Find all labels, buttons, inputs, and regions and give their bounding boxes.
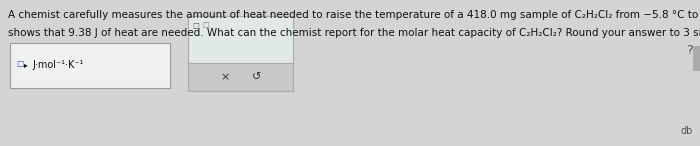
- Text: ×: ×: [220, 72, 230, 82]
- Bar: [10, 43, 170, 88]
- Bar: [188, 16, 293, 63]
- Text: A chemist carefully measures the amount of heat needed to raise the temperature : A chemist carefully measures the amount …: [8, 10, 700, 20]
- Text: db: db: [680, 126, 693, 136]
- Text: ☐: ☐: [192, 22, 199, 31]
- Text: ?: ?: [687, 45, 693, 58]
- Bar: [188, 63, 293, 91]
- Text: □: □: [202, 22, 209, 28]
- Text: ☐: ☐: [16, 60, 24, 69]
- Text: ↺: ↺: [251, 72, 261, 82]
- Text: ▸: ▸: [24, 60, 28, 69]
- Text: J·mol⁻¹·K⁻¹: J·mol⁻¹·K⁻¹: [32, 60, 83, 69]
- Text: shows that 9.38 J of heat are needed. What can the chemist report for the molar : shows that 9.38 J of heat are needed. Wh…: [8, 28, 700, 38]
- Bar: [693, 46, 700, 71]
